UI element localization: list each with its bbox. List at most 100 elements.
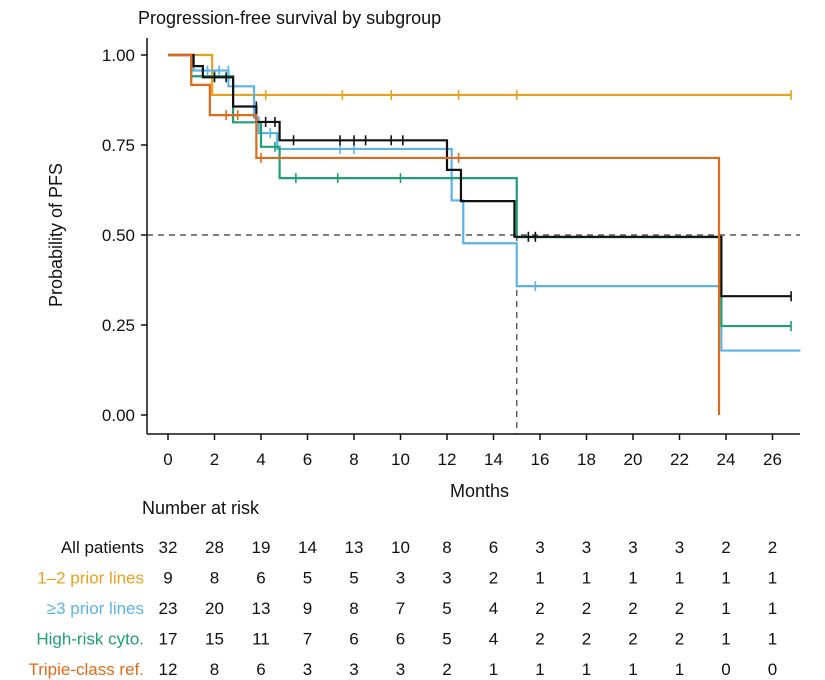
x-axis-title: Months	[450, 481, 509, 501]
chart-title: Progression-free survival by subgroup	[138, 8, 441, 28]
risk-count: 2	[582, 630, 591, 649]
risk-count: 0	[721, 660, 730, 679]
risk-count: 7	[303, 630, 312, 649]
x-tick-label: 10	[391, 450, 410, 469]
risk-count: 1	[768, 630, 777, 649]
risk-count: 5	[442, 599, 451, 618]
risk-count: 8	[349, 599, 358, 618]
curve-all-patients	[168, 53, 792, 298]
risk-count: 6	[489, 538, 498, 557]
risk-count: 1	[675, 569, 684, 588]
risk-count: 10	[391, 538, 410, 557]
x-tick-label: 18	[577, 450, 596, 469]
reference-lines	[147, 234, 800, 434]
y-tick-label: 1.00	[102, 46, 135, 65]
curve-3-prior-lines	[168, 53, 801, 352]
y-axis-title: Probability of PFS	[46, 163, 66, 307]
risk-count: 6	[256, 569, 265, 588]
risk-count: 23	[159, 599, 178, 618]
x-tick-label: 0	[163, 450, 172, 469]
y-tick-label: 0.50	[102, 226, 135, 245]
risk-count: 2	[535, 599, 544, 618]
x-tick-label: 6	[303, 450, 312, 469]
risk-count: 1	[489, 660, 498, 679]
risk-count: 8	[210, 660, 219, 679]
risk-count: 3	[396, 569, 405, 588]
risk-count: 2	[489, 569, 498, 588]
risk-count: 5	[349, 569, 358, 588]
risk-count: 1	[535, 569, 544, 588]
risk-count: 1	[768, 569, 777, 588]
y-tick-label: 0.25	[102, 316, 135, 335]
risk-count: 14	[298, 538, 317, 557]
x-tick-label: 2	[210, 450, 219, 469]
risk-count: 1	[721, 569, 730, 588]
risk-count: 4	[489, 630, 498, 649]
risk-row-label: ≥3 prior lines	[47, 599, 144, 618]
risk-count: 2	[582, 599, 591, 618]
risk-row-label: 1–2 prior lines	[37, 569, 144, 588]
risk-count: 2	[628, 630, 637, 649]
risk-count: 1	[628, 660, 637, 679]
risk-count: 2	[535, 630, 544, 649]
risk-count: 5	[442, 630, 451, 649]
risk-count: 28	[205, 538, 224, 557]
x-tick-label: 22	[670, 450, 689, 469]
y-tick-label: 0.00	[102, 406, 135, 425]
risk-table: All patients 32 28 19 14 13 10 8 6 3 3 3 3 2 21–2 prio…	[28, 538, 777, 679]
risk-count: 1	[675, 660, 684, 679]
risk-count: 12	[159, 660, 178, 679]
risk-count: 4	[489, 599, 498, 618]
risk-count: 6	[256, 660, 265, 679]
risk-count: 9	[163, 569, 172, 588]
risk-count: 13	[252, 599, 271, 618]
risk-count: 3	[349, 660, 358, 679]
risk-count: 2	[721, 538, 730, 557]
x-tick-label: 26	[763, 450, 782, 469]
risk-count: 17	[159, 630, 178, 649]
risk-count: 9	[303, 599, 312, 618]
risk-count: 6	[396, 630, 405, 649]
risk-count: 8	[442, 538, 451, 557]
x-tick-label: 24	[717, 450, 736, 469]
x-tick-label: 4	[256, 450, 265, 469]
risk-count: 32	[159, 538, 178, 557]
risk-count: 1	[582, 569, 591, 588]
risk-count: 19	[252, 538, 271, 557]
survival-curves	[168, 53, 801, 415]
axes: 0.000.250.500.751.000 2 4 6 8 10 12 14 16 18 20 22 2…	[102, 38, 800, 469]
risk-row-label: Tripie-class ref.	[28, 660, 144, 679]
risk-count: 1	[535, 660, 544, 679]
curve-tripie-class-ref	[168, 53, 721, 415]
x-tick-label: 14	[484, 450, 503, 469]
x-tick-label: 12	[438, 450, 457, 469]
risk-count: 3	[396, 660, 405, 679]
risk-count: 3	[582, 538, 591, 557]
risk-count: 15	[205, 630, 224, 649]
risk-row-label: High-risk cyto.	[36, 630, 144, 649]
risk-count: 2	[675, 599, 684, 618]
x-tick-label: 8	[349, 450, 358, 469]
risk-count: 3	[442, 569, 451, 588]
risk-count: 7	[396, 599, 405, 618]
risk-count: 3	[675, 538, 684, 557]
risk-row-label: All patients	[61, 538, 144, 557]
risk-count: 11	[252, 630, 270, 649]
risk-table-title: Number at risk	[142, 498, 260, 518]
risk-count: 1	[768, 599, 777, 618]
risk-count: 20	[205, 599, 224, 618]
risk-count: 0	[768, 660, 777, 679]
risk-count: 2	[442, 660, 451, 679]
risk-count: 1	[628, 569, 637, 588]
risk-count: 6	[349, 630, 358, 649]
risk-count: 13	[345, 538, 364, 557]
risk-count: 1	[582, 660, 591, 679]
risk-count: 8	[210, 569, 219, 588]
risk-count: 1	[721, 630, 730, 649]
risk-count: 2	[768, 538, 777, 557]
risk-count: 3	[535, 538, 544, 557]
curve-1-2-prior-lines	[168, 53, 792, 97]
risk-count: 2	[675, 630, 684, 649]
y-tick-label: 0.75	[102, 136, 135, 155]
